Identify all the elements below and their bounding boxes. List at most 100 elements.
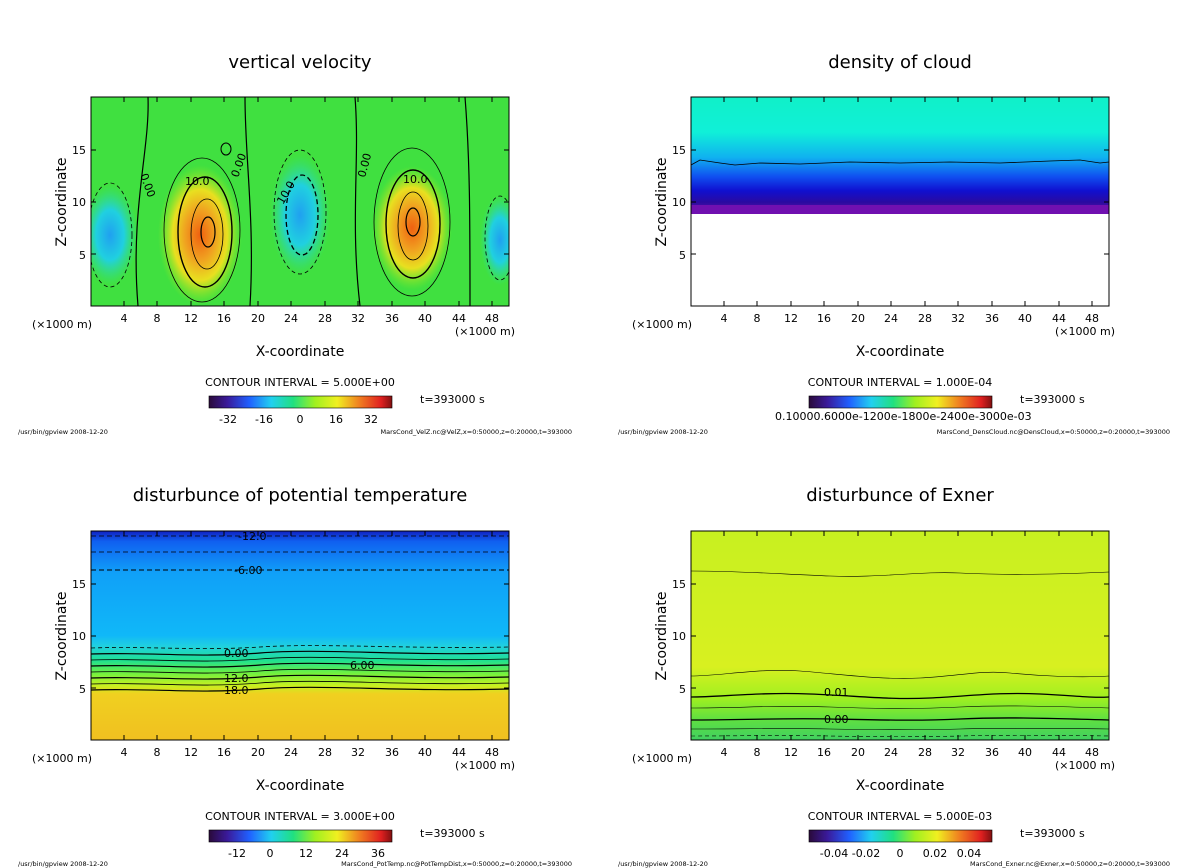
x-tick-label: 44 (1052, 312, 1066, 325)
panel-density-of-cloud: density of cloud 4 8 12 16 20 24 28 32 3… (618, 52, 1170, 436)
x-unit-right: (×1000 m) (1055, 759, 1115, 772)
contour-field (691, 531, 1109, 740)
colorbar-tick: 36 (371, 847, 385, 860)
colorbar-tick: 0.04 (957, 847, 982, 860)
colorbar-tick: -16 (255, 413, 273, 426)
x-tick-label: 36 (985, 312, 999, 325)
colorbar-tick: 0.02 (923, 847, 948, 860)
contour-field (91, 97, 509, 306)
colorbar-tick: 32 (364, 413, 378, 426)
contour-label: 0.00 (824, 713, 849, 726)
contour-label: 10.0 (185, 175, 210, 188)
y-axis-label: Z-coordinate (54, 157, 70, 246)
x-axis-ticks: 4 8 12 16 20 24 28 32 36 40 44 48 (721, 531, 1099, 759)
x-unit-left: (×1000 m) (632, 752, 692, 765)
footer-right: MarsCond_Exner.nc@Exner,x=0:50000,z=0:20… (970, 860, 1170, 868)
x-tick-label: 24 (884, 312, 898, 325)
contour-label: 0.00 (355, 152, 374, 179)
footer-right: MarsCond_DensCloud.nc@DensCloud,x=0:5000… (937, 428, 1170, 436)
x-tick-label: 16 (217, 312, 231, 325)
y-axis-ticks: 5 10 15 (672, 144, 1109, 262)
x-tick-label: 44 (452, 312, 466, 325)
x-tick-label: 8 (754, 746, 761, 759)
contour-label: 10.0 (403, 173, 428, 186)
time-label: t=393000 s (420, 393, 485, 406)
x-tick-label: 12 (784, 312, 798, 325)
colorbar-tick: -32 (219, 413, 237, 426)
x-tick-label: 4 (721, 746, 728, 759)
footer-right: MarsCond_VelZ.nc@VelZ,x=0:50000,z=0:2000… (381, 428, 572, 436)
y-axis-label: Z-coordinate (54, 591, 70, 680)
x-tick-label: 24 (284, 746, 298, 759)
footer-left: /usr/bin/gpview 2008-12-20 (18, 428, 108, 436)
contour-label: -6.00 (234, 564, 262, 577)
x-tick-label: 32 (951, 312, 965, 325)
x-tick-label: 44 (1052, 746, 1066, 759)
colorbar (808, 395, 993, 409)
contour-field (690, 97, 1110, 214)
x-tick-label: 40 (418, 746, 432, 759)
x-tick-label: 28 (918, 312, 932, 325)
x-tick-label: 28 (318, 312, 332, 325)
colorbar (208, 395, 393, 409)
panel-potential-temperature: disturbunce of potential temperature -12… (18, 485, 572, 868)
x-tick-label: 4 (721, 312, 728, 325)
x-tick-label: 48 (1085, 312, 1099, 325)
colorbar-tick: 12 (299, 847, 313, 860)
x-tick-label: 44 (452, 746, 466, 759)
y-tick-label: 15 (672, 578, 686, 591)
x-tick-label: 20 (851, 312, 865, 325)
footer-right: MarsCond_PotTemp.nc@PotTempDist,x=0:5000… (341, 860, 572, 868)
x-axis-label: X-coordinate (856, 778, 945, 794)
y-axis-ticks: 5 10 15 (72, 144, 509, 262)
y-tick-label: 15 (672, 144, 686, 157)
panel-title: disturbunce of Exner (806, 485, 994, 506)
panel-title: vertical velocity (228, 52, 372, 73)
time-label: t=393000 s (1020, 827, 1085, 840)
contour-label: 0.00 (224, 647, 249, 660)
x-tick-label: 36 (385, 746, 399, 759)
contour-label: 18.0 (224, 684, 249, 697)
x-tick-label: 12 (184, 312, 198, 325)
y-tick-label: 15 (72, 144, 86, 157)
y-tick-label: 10 (72, 630, 86, 643)
colorbar-tick: -12 (228, 847, 246, 860)
x-tick-label: 20 (251, 746, 265, 759)
y-tick-label: 5 (79, 683, 86, 696)
footer-left: /usr/bin/gpview 2008-12-20 (618, 860, 708, 868)
x-tick-label: 28 (918, 746, 932, 759)
x-unit-left: (×1000 m) (632, 318, 692, 331)
x-tick-label: 8 (154, 312, 161, 325)
colorbar-tick: 16 (329, 413, 343, 426)
colorbar-tick: 0 (897, 847, 904, 860)
x-tick-label: 24 (284, 312, 298, 325)
panel-title: density of cloud (828, 52, 972, 73)
colorbar-tick-labels: 0.10000.6000e-1200e-1800e-2400e-3000e-03 (775, 410, 1032, 423)
x-axis-ticks: 4 8 12 16 20 24 28 32 36 40 44 48 (121, 97, 499, 325)
x-tick-label: 48 (1085, 746, 1099, 759)
footer-left: /usr/bin/gpview 2008-12-20 (618, 428, 708, 436)
y-tick-label: 5 (679, 683, 686, 696)
y-tick-label: 10 (672, 630, 686, 643)
colorbar-tick: 0 (297, 413, 304, 426)
x-tick-label: 4 (121, 312, 128, 325)
x-axis-ticks: 4 8 12 16 20 24 28 32 36 40 44 48 (121, 531, 499, 759)
x-axis-label: X-coordinate (256, 778, 345, 794)
x-unit-left: (×1000 m) (32, 318, 92, 331)
x-tick-label: 40 (1018, 312, 1032, 325)
x-axis-label: X-coordinate (856, 344, 945, 360)
x-unit-right: (×1000 m) (1055, 325, 1115, 338)
contour-label: 6.00 (350, 659, 375, 672)
y-axis-ticks: 5 10 15 (672, 578, 1109, 696)
y-tick-label: 5 (679, 249, 686, 262)
colorbar-tick: -0.04 (820, 847, 848, 860)
x-tick-label: 28 (318, 746, 332, 759)
colorbar-tick: -0.02 (852, 847, 880, 860)
contour-label: -12.0 (238, 530, 266, 543)
x-tick-label: 12 (784, 746, 798, 759)
x-tick-label: 20 (251, 312, 265, 325)
colorbar-tick: 24 (335, 847, 349, 860)
y-tick-label: 15 (72, 578, 86, 591)
colorbar (208, 829, 393, 843)
